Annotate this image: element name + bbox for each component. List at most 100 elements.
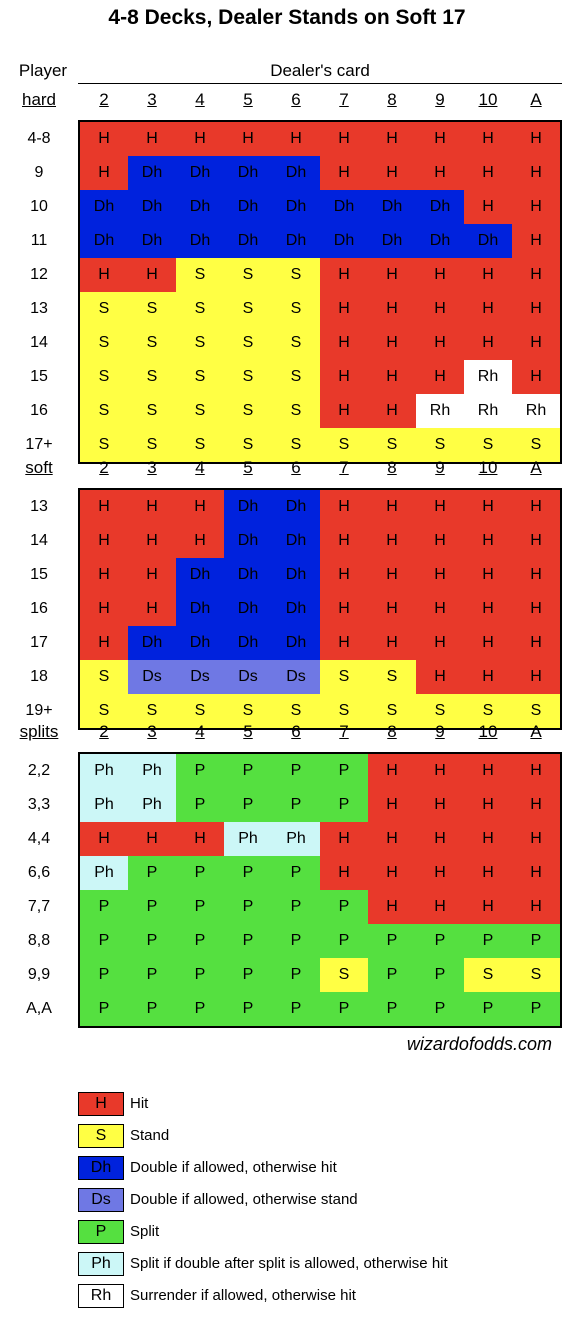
strategy-cell: Dh	[224, 524, 272, 558]
hand-label: 7,7	[27, 898, 51, 915]
strategy-cell: Rh	[464, 360, 512, 394]
strategy-cell: S	[80, 394, 128, 428]
grid-hard: H H H H H H H H H H H Dh Dh Dh Dh H H H H H Dh Dh Dh Dh Dh Dh Dh Dh…	[78, 120, 562, 464]
strategy-cell: H	[368, 360, 416, 394]
strategy-cell: H	[368, 626, 416, 660]
strategy-cell: H	[416, 490, 464, 524]
strategy-cell: H	[176, 490, 224, 524]
dealer-card-4: 4	[195, 722, 205, 741]
strategy-cell: S	[464, 694, 512, 728]
table-row: Ph Ph P P P P H H H H	[80, 788, 560, 822]
hand-label: 19+	[25, 702, 53, 719]
strategy-cell: H	[416, 626, 464, 660]
hand-label: 6,6	[27, 864, 51, 881]
strategy-cell: P	[128, 924, 176, 958]
strategy-cell: P	[272, 958, 320, 992]
legend-item: Ph Split if double after split is allowed…	[78, 1252, 574, 1276]
strategy-cell: Dh	[272, 190, 320, 224]
strategy-cell: H	[464, 592, 512, 626]
strategy-cell: H	[80, 524, 128, 558]
strategy-cell: H	[224, 122, 272, 156]
strategy-cell: H	[464, 156, 512, 190]
strategy-cell: Dh	[272, 626, 320, 660]
strategy-cell: Dh	[80, 190, 128, 224]
strategy-cell: P	[320, 754, 368, 788]
strategy-cell: P	[272, 788, 320, 822]
hand-label: 2,2	[27, 762, 51, 779]
strategy-cell: S	[512, 428, 560, 462]
strategy-cell: H	[512, 360, 560, 394]
strategy-cell: H	[176, 524, 224, 558]
dealer-card-10: 10	[478, 458, 498, 477]
strategy-cell: S	[80, 326, 128, 360]
strategy-cell: H	[80, 258, 128, 292]
strategy-cell: H	[464, 258, 512, 292]
strategy-cell: H	[416, 258, 464, 292]
strategy-cell: H	[512, 558, 560, 592]
dealer-card-9: 9	[435, 90, 445, 109]
strategy-cell: H	[368, 122, 416, 156]
strategy-cell: S	[224, 258, 272, 292]
dealer-label: Dealer's card	[270, 61, 370, 80]
strategy-cell: H	[512, 626, 560, 660]
strategy-cell: P	[272, 992, 320, 1026]
strategy-cell: H	[416, 558, 464, 592]
strategy-cell: H	[512, 122, 560, 156]
strategy-cell: S	[224, 326, 272, 360]
strategy-cell: Dh	[224, 626, 272, 660]
strategy-cell: P	[224, 788, 272, 822]
strategy-cell: H	[176, 822, 224, 856]
strategy-cell: S	[176, 292, 224, 326]
strategy-cell: H	[320, 822, 368, 856]
strategy-cell: P	[416, 958, 464, 992]
strategy-cell: P	[224, 856, 272, 890]
dealer-card-6: 6	[291, 722, 301, 741]
strategy-cell: S	[128, 394, 176, 428]
grid-soft: H H H Dh Dh H H H H H H H H Dh Dh H H H H H H H Dh Dh Dh H H H H H H H D…	[78, 488, 562, 730]
strategy-cell: H	[320, 592, 368, 626]
legend-text: Double if allowed, otherwise hit	[130, 1159, 337, 1176]
strategy-cell: H	[416, 856, 464, 890]
table-row: S S S S S H H Rh Rh Rh	[80, 394, 560, 428]
strategy-cell: Dh	[224, 490, 272, 524]
table-row: H H Dh Dh Dh H H H H H	[80, 558, 560, 592]
strategy-cell: Dh	[128, 626, 176, 660]
strategy-cell: S	[320, 958, 368, 992]
strategy-cell: H	[464, 190, 512, 224]
strategy-cell: S	[128, 326, 176, 360]
table-row: S Ds Ds Ds Ds S S H H H	[80, 660, 560, 694]
strategy-cell: S	[464, 428, 512, 462]
strategy-cell: H	[368, 292, 416, 326]
grid-splits: Ph Ph P P P P H H H H Ph Ph P P P P H H H H H H H Ph Ph H H H H H Ph P P…	[78, 752, 562, 1028]
strategy-cell: H	[128, 524, 176, 558]
strategy-cell: H	[416, 360, 464, 394]
strategy-cell: S	[368, 694, 416, 728]
strategy-cell: Ph	[224, 822, 272, 856]
strategy-cell: H	[464, 626, 512, 660]
strategy-cell: Ph	[128, 788, 176, 822]
dealer-card-A: A	[530, 90, 542, 109]
strategy-cell: H	[128, 490, 176, 524]
strategy-cell: H	[368, 592, 416, 626]
strategy-cell: H	[512, 490, 560, 524]
strategy-cell: H	[320, 292, 368, 326]
legend-text: Stand	[130, 1127, 170, 1144]
strategy-cell: H	[128, 122, 176, 156]
strategy-cell: S	[176, 394, 224, 428]
strategy-cell: H	[368, 754, 416, 788]
hand-label: 17	[30, 634, 48, 651]
strategy-cell: H	[416, 524, 464, 558]
table-row: H H Dh Dh Dh H H H H H	[80, 592, 560, 626]
strategy-cell: Dh	[224, 558, 272, 592]
legend-swatch: Rh	[78, 1284, 124, 1308]
strategy-cell: S	[128, 428, 176, 462]
strategy-cell: H	[512, 822, 560, 856]
dealer-card-6: 6	[291, 90, 301, 109]
strategy-cell: H	[128, 258, 176, 292]
strategy-cell: S	[80, 292, 128, 326]
strategy-cell: H	[512, 326, 560, 360]
dealer-card-8: 8	[387, 722, 397, 741]
strategy-cell: Dh	[272, 156, 320, 190]
